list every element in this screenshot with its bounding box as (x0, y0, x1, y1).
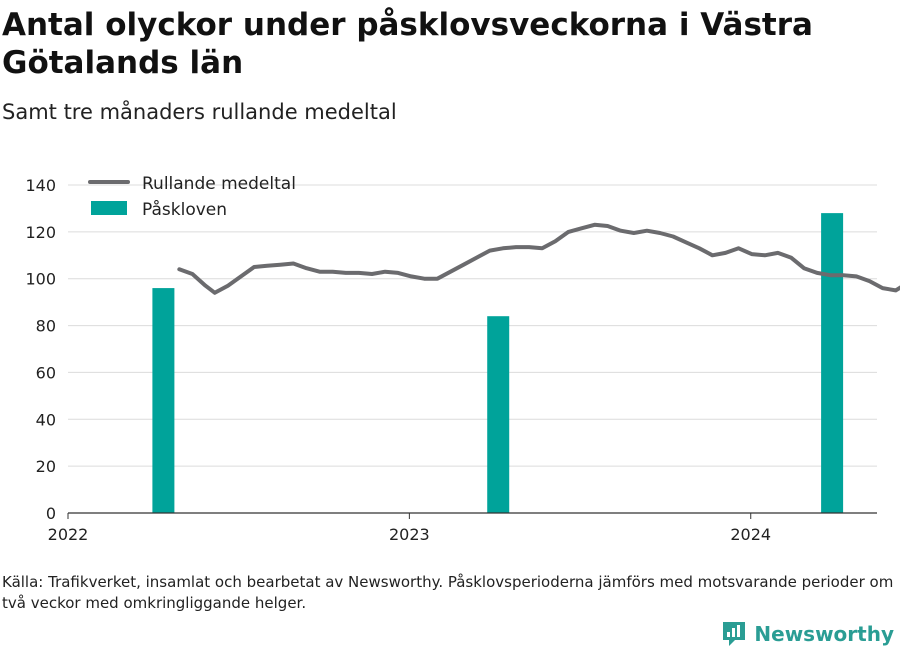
y-tick-label-0: 0 (46, 504, 56, 523)
y-tick-label-40: 40 (36, 410, 56, 429)
bar-series (152, 213, 844, 513)
brand-logo: Newsworthy (721, 620, 894, 648)
newsworthy-logo-icon (723, 622, 746, 646)
bar-2023-04-06 (487, 316, 510, 513)
legend-label-rullande-medeltal: Rullande medeltal (142, 174, 296, 194)
x-tick-label-2023: 2023 (389, 525, 430, 544)
y-tick-label-140: 140 (25, 176, 56, 195)
x-tick-label-2024: 2024 (730, 525, 771, 544)
y-tick-label-20: 20 (36, 457, 56, 476)
x-tick-labels: 2022 2023 2024 (48, 513, 771, 544)
legend-label-paskloven: Påskloven (142, 199, 227, 220)
page-title: Antal olyckor under påsklovsveckorna i V… (2, 7, 813, 81)
legend: Rullande medeltal Påskloven (88, 174, 296, 220)
chart: 0 20 40 60 80 100 120 140 2022 2023 2024 Rullande… (25, 174, 900, 544)
bar-2024-03-28 (821, 213, 844, 513)
brand-name: Newsworthy (754, 622, 894, 646)
source-note: Källa: Trafikverket, insamlat och bearbe… (2, 573, 894, 612)
y-tick-labels: 0 20 40 60 80 100 120 140 (25, 176, 56, 523)
x-tick-label-2022: 2022 (48, 525, 89, 544)
grid-lines (68, 184, 877, 467)
y-tick-label-100: 100 (25, 270, 56, 289)
bar-2022-04-13 (152, 288, 175, 513)
y-tick-label-60: 60 (36, 363, 56, 382)
line-series-rullande-medeltal (177, 222, 900, 295)
y-tick-label-80: 80 (36, 317, 56, 336)
legend-bar-swatch (91, 201, 127, 215)
page-subtitle: Samt tre månaders rullande medeltal (2, 100, 397, 124)
y-tick-label-120: 120 (25, 223, 56, 242)
